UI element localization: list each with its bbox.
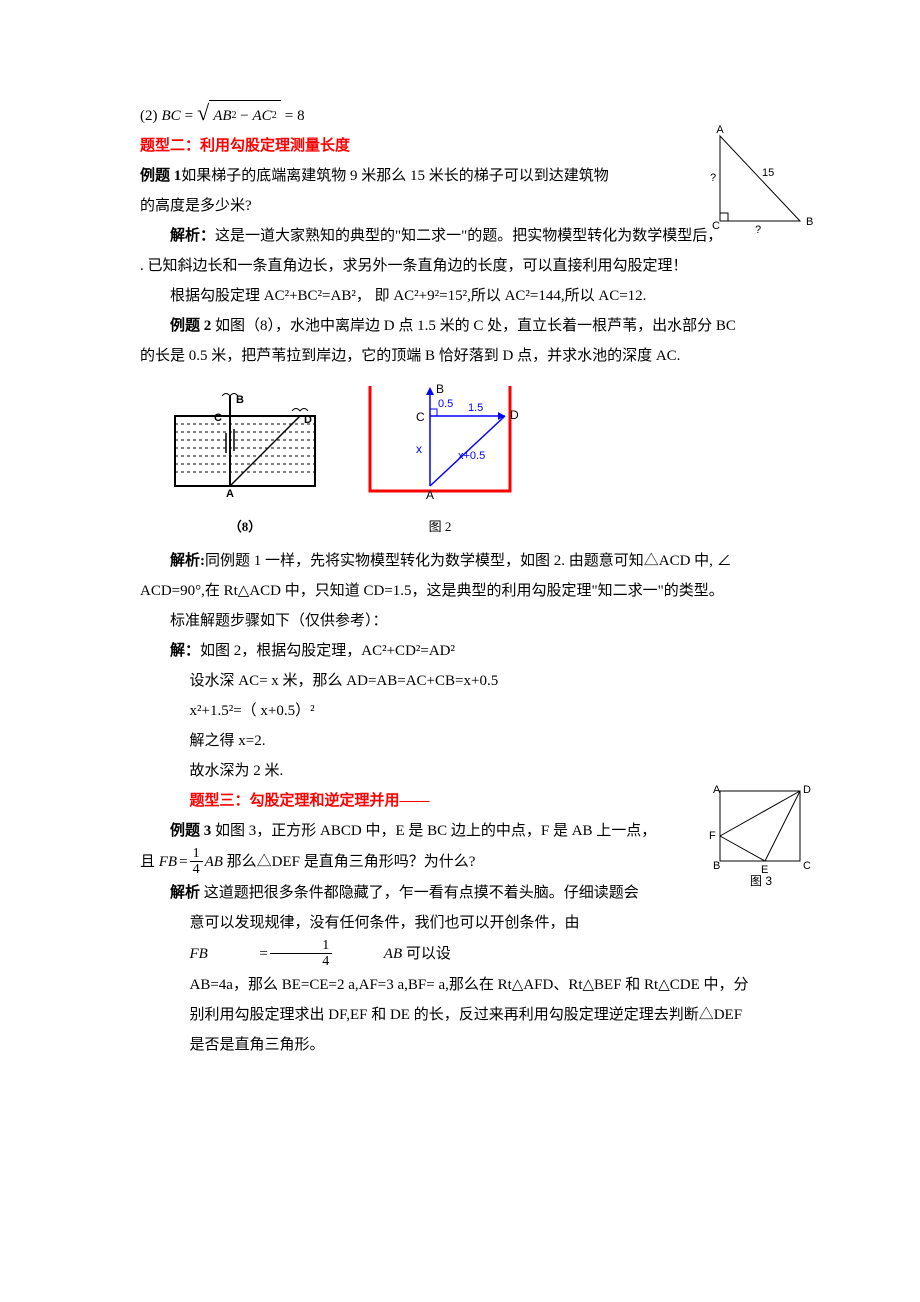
eq-prefix: (2) [140,101,158,131]
example3-line2: 且 FB = 1 4 AB 那么△DEF 是直角三角形吗？为什么? [140,846,780,878]
ex2-solution-p8: 故水深为 2 米. [140,756,780,786]
ex1-solution-p3: 根据勾股定理 AC²+BC²=AB²， 即 AC²+9²=15²,所以 AC²=… [140,281,780,311]
equation-bc: (2) BC = √ AB2 − AC2 = 8 [140,100,780,131]
svg-text:A: A [426,488,434,501]
example3-label: 例题 3 [170,823,211,839]
ex2-solution-p2: ACD=90°,在 Rt△ACD 中，只知道 CD=1.5，这是典型的利用勾股定… [140,576,780,606]
triangle-figure-1: A B C ? ? 15 [700,121,820,241]
solution-label: 解析： [170,228,215,244]
figure-2-caption: 图 2 [360,514,520,540]
svg-text:0.5: 0.5 [438,398,453,410]
svg-text:D: D [803,784,811,796]
ex3-solution-p5: 是否是直角三角形。 [140,1030,780,1060]
svg-text:D: D [510,408,519,422]
ex2-solution-p5: 设水深 AC= x 米，那么 AD=AB=AC+CB=x+0.5 [140,666,780,696]
example2-line1: 例题 2 如图（8），水池中离岸边 D 点 1.5 米的 C 处，直立长着一根芦… [140,311,780,341]
figure-2: B C D A 0.5 1.5 x x+0.5 [360,381,520,501]
ex1-solution-p1: 解析：这是一道大家熟知的典型的"知二求一"的题。把实物模型转化为数学模型后， [140,221,780,251]
svg-text:C: C [803,860,811,872]
figure-8: B C D A [170,391,320,501]
ex2-solution-p3: 标准解题步骤如下（仅供参考）： [140,606,780,636]
ex3-solution-p3: AB=4a，那么 BE=CE=2 a,AF=3 a,BF= a,那么在 Rt△A… [140,970,780,1000]
svg-text:x: x [416,442,422,456]
svg-text:B: B [713,860,720,872]
ex1-solution-p2: . 已知斜边长和一条直角边长，求另外一条直角边的长度，可以直接利用勾股定理！ [140,251,780,281]
svg-text:A: A [716,124,724,136]
example1-line1: 例题 1如果梯子的底端离建筑物 9 米那么 15 米长的梯子可以到达建筑物 [140,161,780,191]
svg-text:15: 15 [762,167,774,179]
fraction-expr-2: FB = 1 4 AB [140,938,402,970]
example1-line2: 的高度是多少米? [140,191,780,221]
figures-row: B C D A （8） B C D A 0.5 1.5 [170,381,780,540]
svg-text:A: A [226,488,234,500]
svg-text:1.5: 1.5 [468,402,483,414]
svg-text:C: C [712,220,720,232]
svg-text:图 3: 图 3 [750,874,772,888]
svg-text:A: A [713,784,721,796]
svg-text:C: C [214,412,222,424]
ex3-solution-p1: 解析 这道题把很多条件都隐藏了，乍一看有点摸不着头脑。仔细读题会 [140,878,780,908]
figure-2-container: B C D A 0.5 1.5 x x+0.5 图 2 [360,381,520,540]
section3-heading: 题型三：勾股定理和逆定理并用—— [140,786,780,816]
figure-8-container: B C D A （8） [170,391,320,540]
eq-lhs: BC [162,101,181,131]
section2-heading: 题型二：利用勾股定理测量长度 [140,131,780,161]
svg-text:B: B [236,394,244,406]
solution-label-2: 解析: [170,553,205,569]
svg-text:C: C [416,410,425,424]
eq-result: 8 [297,101,305,131]
example1-label: 例题 1 [140,168,181,184]
svg-text:F: F [709,830,716,842]
svg-text:?: ? [710,172,716,184]
sqrt-expression: √ AB2 − AC2 [197,100,281,131]
ex2-solution-p7: 解之得 x=2. [140,726,780,756]
fraction-expr: FB = 1 4 AB [159,846,223,878]
ex3-solution-p2: 意可以发现规律，没有任何条件，我们也可以开创条件，由 FB = 1 4 AB 可… [140,908,780,970]
svg-text:B: B [436,382,444,396]
example2-label: 例题 2 [170,318,211,334]
svg-text:?: ? [755,224,761,236]
example3-line1: 例题 3 如图 3，正方形 ABCD 中，E 是 BC 边上的中点，F 是 AB… [140,816,780,846]
ex2-solution-p6: x²+1.5²=（ x+0.5）² [140,696,780,726]
svg-text:D: D [304,414,312,426]
figure-3: A D B C F E 图 3 [705,781,820,891]
svg-text:x+0.5: x+0.5 [458,450,485,462]
ex3-solution-p4: 别利用勾股定理求出 DF,EF 和 DE 的长，反过来再利用勾股定理逆定理去判断… [140,1000,780,1030]
figure-8-caption: （8） [170,514,320,540]
ex2-solution-p1: 解析:同例题 1 一样，先将实物模型转化为数学模型，如图 2. 由题意可知△AC… [140,546,780,576]
svg-text:B: B [806,216,813,228]
example2-line2: 的长是 0.5 米，把芦苇拉到岸边，它的顶端 B 恰好落到 D 点，并求水池的深… [140,341,780,371]
ex2-solution-p4: 解：如图 2，根据勾股定理，AC²+CD²=AD² [140,636,780,666]
